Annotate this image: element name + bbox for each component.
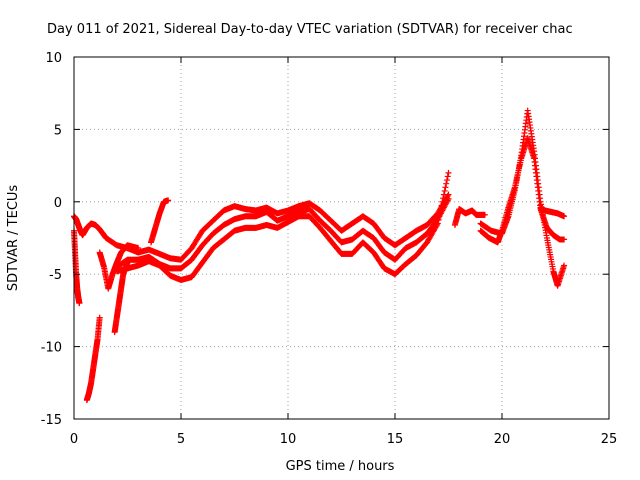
- x-tick-label: 25: [601, 432, 618, 447]
- data-point: [561, 236, 568, 243]
- data-point: [445, 195, 452, 202]
- y-tick-label: -15: [41, 413, 62, 428]
- data-point: [76, 300, 83, 307]
- y-tick-label: -10: [41, 341, 62, 356]
- axis-ticks: 0 5 10 15 20 25 -15 -10 -5 0 5 10: [41, 51, 618, 447]
- series-track-f: [96, 242, 142, 292]
- data-point: [441, 187, 448, 194]
- y-tick-label: 5: [54, 123, 62, 138]
- data-point: [135, 245, 142, 252]
- series-track-e: [83, 314, 103, 404]
- x-tick-label: 10: [280, 432, 297, 447]
- x-axis-label: GPS time / hours: [286, 459, 395, 474]
- series-track-c: [113, 169, 452, 283]
- data-point: [434, 220, 441, 227]
- data-point: [437, 206, 444, 213]
- data-point: [440, 191, 447, 198]
- data-point: [561, 262, 568, 269]
- data-point: [445, 169, 452, 176]
- series-track-l: [537, 204, 568, 220]
- data-point: [434, 221, 441, 228]
- x-tick-label: 5: [177, 432, 185, 447]
- series-track-k: [477, 107, 568, 289]
- data-point: [165, 197, 172, 204]
- data-points: [71, 107, 568, 404]
- series-track-h: [148, 197, 172, 246]
- y-tick-label: 10: [45, 51, 62, 66]
- series-track-d: [71, 227, 83, 307]
- data-point: [439, 198, 446, 205]
- series-track-b: [113, 195, 452, 272]
- data-point: [481, 211, 488, 218]
- y-axis-label: SDTVAR / TECUs: [6, 185, 21, 292]
- data-point: [438, 202, 445, 209]
- data-point: [561, 213, 568, 220]
- data-point: [96, 314, 103, 321]
- x-tick-label: 20: [494, 432, 511, 447]
- y-tick-label: -5: [49, 268, 62, 283]
- x-tick-label: 0: [70, 432, 78, 447]
- data-point: [444, 173, 451, 180]
- series-track-g: [111, 259, 131, 336]
- plot-frame: [73, 56, 610, 420]
- data-point: [437, 209, 444, 216]
- data-point: [435, 216, 442, 223]
- data-point: [436, 213, 443, 220]
- x-tick-label: 15: [387, 432, 404, 447]
- data-point: [443, 180, 450, 187]
- data-point: [440, 195, 447, 202]
- y-tick-label: 0: [54, 196, 62, 211]
- data-point: [443, 177, 450, 184]
- series-track-i: [451, 206, 488, 228]
- chart-title: Day 011 of 2021, Sidereal Day-to-day VTE…: [47, 22, 573, 37]
- data-point: [124, 259, 131, 266]
- data-point: [442, 184, 449, 191]
